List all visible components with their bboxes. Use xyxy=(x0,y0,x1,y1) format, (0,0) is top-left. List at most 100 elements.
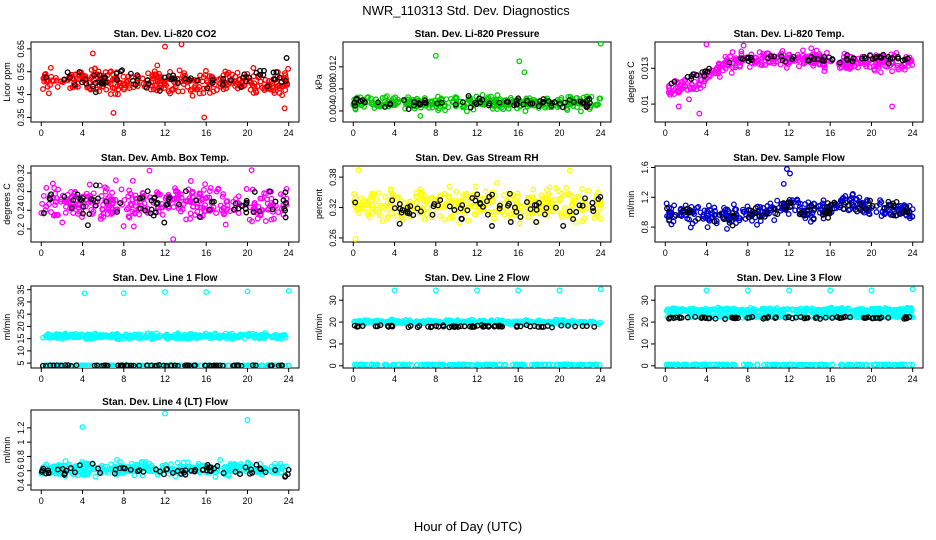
data-point xyxy=(129,208,136,215)
data-point xyxy=(272,331,279,338)
data-point xyxy=(666,216,673,223)
data-point xyxy=(227,77,234,84)
data-point xyxy=(773,307,780,314)
data-point xyxy=(123,206,130,213)
data-point xyxy=(231,362,238,368)
data-point xyxy=(587,318,594,325)
series-2 xyxy=(351,322,598,331)
data-point xyxy=(79,72,86,79)
data-point xyxy=(852,206,859,213)
data-point xyxy=(729,314,735,321)
data-point xyxy=(771,205,778,212)
data-point xyxy=(139,472,146,479)
x-tick-label: 8 xyxy=(433,128,438,138)
data-point xyxy=(282,473,289,479)
data-point xyxy=(130,362,137,368)
data-point xyxy=(285,65,292,72)
points xyxy=(40,42,292,121)
data-point xyxy=(491,192,498,199)
data-point xyxy=(206,188,213,195)
data-point xyxy=(595,202,602,208)
data-point xyxy=(280,197,287,204)
data-point xyxy=(570,203,577,209)
data-point xyxy=(40,75,47,82)
x-tick-label: 16 xyxy=(825,374,835,384)
data-point xyxy=(859,361,865,368)
data-point xyxy=(540,318,547,325)
data-point xyxy=(689,361,696,368)
data-point xyxy=(759,306,766,313)
panel-title: Stan. Dev. Li-820 Temp. xyxy=(734,29,845,40)
data-point xyxy=(212,330,219,337)
data-point xyxy=(597,319,604,326)
data-point xyxy=(591,215,598,221)
data-point xyxy=(206,464,213,471)
data-point xyxy=(577,108,584,115)
data-point xyxy=(531,362,538,368)
data-point xyxy=(785,199,792,206)
data-point xyxy=(813,47,820,54)
data-point xyxy=(885,314,892,321)
data-point xyxy=(282,87,289,94)
data-point xyxy=(358,201,365,208)
data-point xyxy=(459,99,466,106)
data-point xyxy=(97,215,104,222)
data-point xyxy=(129,196,136,203)
data-point xyxy=(82,471,88,478)
figure-title: NWR_110313 Std. Dev. Diagnostics xyxy=(362,3,570,18)
outlier-point xyxy=(786,287,792,294)
data-point xyxy=(443,317,450,324)
data-point xyxy=(112,177,119,184)
data-point xyxy=(455,323,462,330)
data-point xyxy=(893,361,900,368)
data-point xyxy=(460,361,467,368)
data-point xyxy=(759,50,766,57)
data-point xyxy=(529,194,536,201)
data-point xyxy=(823,306,830,313)
data-point xyxy=(145,70,152,77)
outlier-point xyxy=(521,69,528,76)
x-tick-label: 0 xyxy=(663,374,668,384)
data-point xyxy=(270,69,277,76)
data-point xyxy=(67,85,74,92)
x-tick-label: 0 xyxy=(351,248,356,258)
data-point xyxy=(471,203,478,210)
data-point xyxy=(285,466,292,473)
data-point xyxy=(551,99,558,105)
data-point xyxy=(71,469,78,476)
data-point xyxy=(132,81,139,88)
x-tick-label: 0 xyxy=(39,128,44,138)
data-point xyxy=(53,195,60,201)
data-point xyxy=(204,85,211,92)
y-tick-label: 0.8 xyxy=(640,221,650,234)
data-point xyxy=(567,361,574,368)
data-point xyxy=(754,362,761,368)
data-point xyxy=(901,66,908,73)
data-point xyxy=(756,213,763,220)
data-point xyxy=(792,207,799,214)
data-point xyxy=(535,317,542,324)
data-point xyxy=(219,81,226,88)
data-point xyxy=(169,334,176,340)
data-point xyxy=(866,211,873,218)
y-axis-label: kPa xyxy=(314,74,324,90)
data-point xyxy=(557,196,564,202)
data-point xyxy=(790,53,797,60)
data-point xyxy=(489,361,496,368)
data-point xyxy=(699,307,706,314)
data-point xyxy=(176,67,183,74)
series-2 xyxy=(38,460,292,480)
data-point xyxy=(485,102,492,109)
data-point xyxy=(778,50,785,57)
data-point xyxy=(821,64,828,71)
data-point xyxy=(573,209,580,215)
data-point xyxy=(72,82,78,88)
data-point xyxy=(73,362,80,368)
x-tick-label: 12 xyxy=(472,128,482,138)
data-point xyxy=(62,209,69,216)
data-point xyxy=(359,361,366,368)
data-point xyxy=(668,221,675,228)
data-point xyxy=(283,185,290,192)
data-point xyxy=(389,197,396,204)
